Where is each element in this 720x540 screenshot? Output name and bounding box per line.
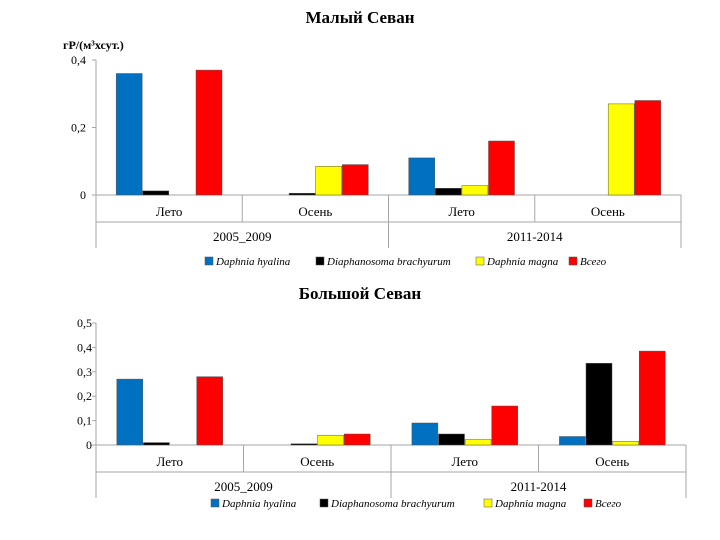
chart-title-malyi-sevan: Малый Севан (305, 8, 415, 27)
bar-2 (438, 433, 465, 446)
bar-4 (491, 405, 518, 446)
bar-3 (461, 185, 489, 196)
y-tick-label: 0,1 (77, 414, 92, 428)
bar-2 (585, 363, 613, 446)
legend-swatch (583, 498, 593, 508)
x-category-label: Осень (595, 454, 629, 469)
x-period-label: 2005_2009 (214, 479, 273, 494)
bar-2 (288, 193, 316, 196)
legend-label: Всего (595, 498, 622, 510)
chart-title-bolshoi-sevan: Большой Севан (298, 284, 422, 303)
x-category-label: Осень (298, 204, 332, 219)
bar-1 (411, 422, 439, 446)
bar-4 (195, 69, 223, 196)
bar-1 (559, 436, 586, 446)
y-tick-label: 0 (80, 188, 86, 202)
legend-label: Daphnia magna (486, 256, 559, 268)
y-tick-label: 0,2 (71, 121, 86, 135)
y-tick-label: 0,5 (77, 316, 92, 330)
bar-3 (315, 166, 342, 196)
x-period-label: 2011-2014 (507, 229, 563, 244)
legend-swatch (315, 256, 325, 266)
legend-swatch (483, 498, 493, 508)
legend-label: Diaphanosoma brachyurum (330, 498, 455, 510)
bar-4 (343, 433, 371, 446)
x-category-label: Лето (448, 204, 475, 219)
bar-3 (317, 434, 344, 446)
bar-4 (342, 164, 369, 196)
bar-1 (408, 157, 435, 196)
x-category-label: Осень (591, 204, 625, 219)
bar-2 (435, 188, 462, 196)
bar-2 (143, 442, 170, 446)
bar-4 (488, 140, 515, 196)
bar-1 (115, 73, 143, 196)
legend-swatch (568, 256, 578, 266)
x-category-label: Осень (300, 454, 334, 469)
y-tick-label: 0,4 (77, 340, 92, 354)
legend-swatch (210, 498, 220, 508)
bar-3 (612, 441, 639, 446)
legend-label: Diaphanosoma brachyurum (326, 256, 451, 268)
x-category-label: Лето (451, 454, 478, 469)
y-tick-label: 0,4 (71, 53, 86, 67)
x-category-label: Лето (156, 204, 183, 219)
bar-3 (607, 103, 635, 196)
bar-1 (116, 378, 144, 446)
x-period-label: 2005_2009 (213, 229, 272, 244)
legend-label: Daphnia hyalina (215, 256, 291, 268)
y-tick-label: 0,2 (77, 389, 92, 403)
y-tick-label: 0 (86, 438, 92, 452)
bar-2 (290, 443, 318, 446)
legend-swatch (475, 256, 485, 266)
bar-2 (142, 190, 170, 196)
legend-label: Daphnia hyalina (221, 498, 297, 510)
bar-4 (634, 100, 662, 196)
legend-swatch (204, 256, 214, 266)
x-category-label: Лето (156, 454, 183, 469)
legend-label: Всего (580, 256, 607, 268)
x-period-label: 2011-2014 (511, 479, 567, 494)
legend-swatch (319, 498, 329, 508)
y-axis-unit-label: гР/(м³хсут.) (63, 38, 124, 52)
bar-4 (196, 376, 223, 446)
legend-label: Daphnia magna (494, 498, 567, 510)
bar-3 (464, 439, 492, 446)
y-tick-label: 0,3 (77, 365, 92, 379)
bar-4 (638, 350, 666, 446)
